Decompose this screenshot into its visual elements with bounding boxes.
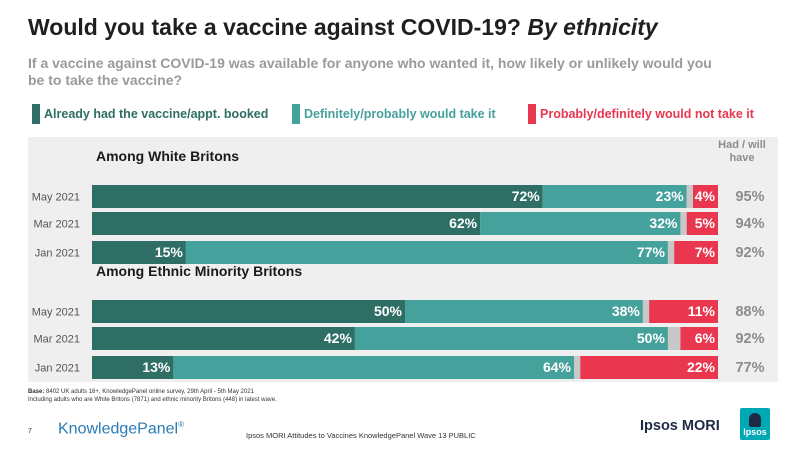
data-label-already-1-0: 50%	[374, 303, 403, 319]
footnote-base-text: 8402 UK adults 16+, KnowledgePanel onlin…	[46, 389, 254, 395]
page-title: Would you take a vaccine against COVID-1…	[28, 14, 658, 41]
page-number: 7	[28, 428, 32, 435]
data-label-not-1-0: 11%	[688, 303, 716, 319]
ipsos-badge-icon	[749, 413, 761, 427]
data-label-would-0-0: 23%	[656, 188, 685, 204]
bar-not-0-2	[674, 241, 718, 264]
data-label-already-1-1: 42%	[324, 330, 353, 346]
bar-other-1-2	[574, 356, 581, 379]
bar-already-0-2	[92, 241, 186, 264]
data-label-would-1-0: 38%	[612, 303, 641, 319]
bar-already-1-1	[92, 327, 355, 350]
group-title-0: Among White Britons	[96, 148, 239, 164]
row-label-0-2: Jan 2021	[35, 248, 80, 260]
data-label-already-0-1: 62%	[449, 215, 478, 231]
ipsos-badge-logo: Ipsos	[740, 408, 770, 440]
group-title-1: Among Ethnic Minority Britons	[96, 263, 302, 279]
total-label-0-2: 92%	[735, 245, 764, 261]
knowledgepanel-logo-text: KnowledgePanel	[58, 420, 179, 438]
data-label-not-0-2: 7%	[695, 244, 716, 260]
legend-swatch-would	[292, 104, 300, 124]
row-label-1-0: May 2021	[32, 307, 80, 319]
bar-not-1-0	[649, 300, 718, 323]
bar-would-1-1	[354, 327, 668, 350]
legend-item-not: Probably/definitely would not take it	[528, 103, 754, 125]
bar-other-0-1	[680, 212, 687, 235]
bar-not-1-1	[680, 327, 718, 350]
legend-label-not: Probably/definitely would not take it	[540, 107, 754, 121]
bar-not-0-0	[692, 185, 718, 208]
bar-would-1-0	[405, 300, 643, 323]
title-main: Would you take a vaccine against COVID-1…	[28, 14, 521, 40]
legend-swatch-not	[528, 104, 536, 124]
footnote: Base: 8402 UK adults 16+, KnowledgePanel…	[28, 388, 277, 404]
bar-other-0-2	[667, 241, 675, 264]
data-label-would-1-1: 50%	[637, 330, 666, 346]
bar-already-1-0	[92, 300, 405, 323]
data-label-already-0-0: 72%	[512, 188, 541, 204]
footnote-line2: Including adults who are White Britons (…	[28, 397, 277, 403]
total-label-0-0: 95%	[735, 189, 764, 205]
footer-text: Ipsos MORI Attitudes to Vaccines Knowled…	[246, 431, 476, 440]
bar-would-1-2	[173, 356, 575, 379]
data-label-would-0-2: 77%	[637, 244, 666, 260]
legend-item-already: Already had the vaccine/appt. booked	[32, 103, 268, 125]
ipsos-badge-text: Ipsos	[743, 427, 767, 437]
data-label-not-1-1: 6%	[695, 330, 716, 346]
bar-would-0-1	[480, 212, 681, 235]
data-label-not-0-0: 4%	[695, 188, 716, 204]
legend-label-would: Definitely/probably would take it	[304, 107, 496, 121]
bar-would-0-2	[185, 241, 668, 264]
row-label-0-1: Mar 2021	[34, 219, 80, 231]
row-label-1-1: Mar 2021	[34, 334, 80, 346]
title-italic: By ethnicity	[527, 14, 658, 40]
data-label-not-1-2: 22%	[687, 359, 716, 375]
bar-already-1-2	[92, 356, 174, 379]
row-label-1-2: Jan 2021	[35, 363, 80, 375]
data-label-would-1-2: 64%	[543, 359, 572, 375]
total-label-1-1: 92%	[735, 331, 764, 347]
chart-subtitle: If a vaccine against COVID-19 was availa…	[28, 55, 712, 88]
had-will-have-header: Had / will have	[718, 139, 766, 164]
footnote-base-label: Base:	[28, 389, 45, 395]
legend-swatch-already	[32, 104, 40, 124]
bar-already-0-0	[92, 185, 543, 208]
bar-would-0-0	[542, 185, 687, 208]
bar-other-0-0	[686, 185, 693, 208]
bar-not-0-1	[686, 212, 718, 235]
legend-item-would: Definitely/probably would take it	[292, 103, 496, 125]
knowledgepanel-logo: KnowledgePanel®	[58, 420, 184, 438]
ipsos-mori-logo: Ipsos MORI	[640, 418, 720, 434]
registered-mark: ®	[178, 420, 184, 429]
total-label-1-0: 88%	[735, 304, 764, 320]
legend-label-already: Already had the vaccine/appt. booked	[44, 107, 269, 121]
data-label-would-0-1: 32%	[649, 215, 678, 231]
bar-other-1-1	[667, 327, 681, 350]
row-label-0-0: May 2021	[32, 192, 80, 204]
bar-not-1-2	[580, 356, 718, 379]
data-label-already-0-2: 15%	[155, 244, 184, 260]
bar-other-1-0	[642, 300, 650, 323]
data-label-already-1-2: 13%	[142, 359, 171, 375]
bar-already-0-1	[92, 212, 481, 235]
total-label-0-1: 94%	[735, 216, 764, 232]
total-label-1-2: 77%	[735, 360, 764, 376]
data-label-not-0-1: 5%	[695, 215, 716, 231]
